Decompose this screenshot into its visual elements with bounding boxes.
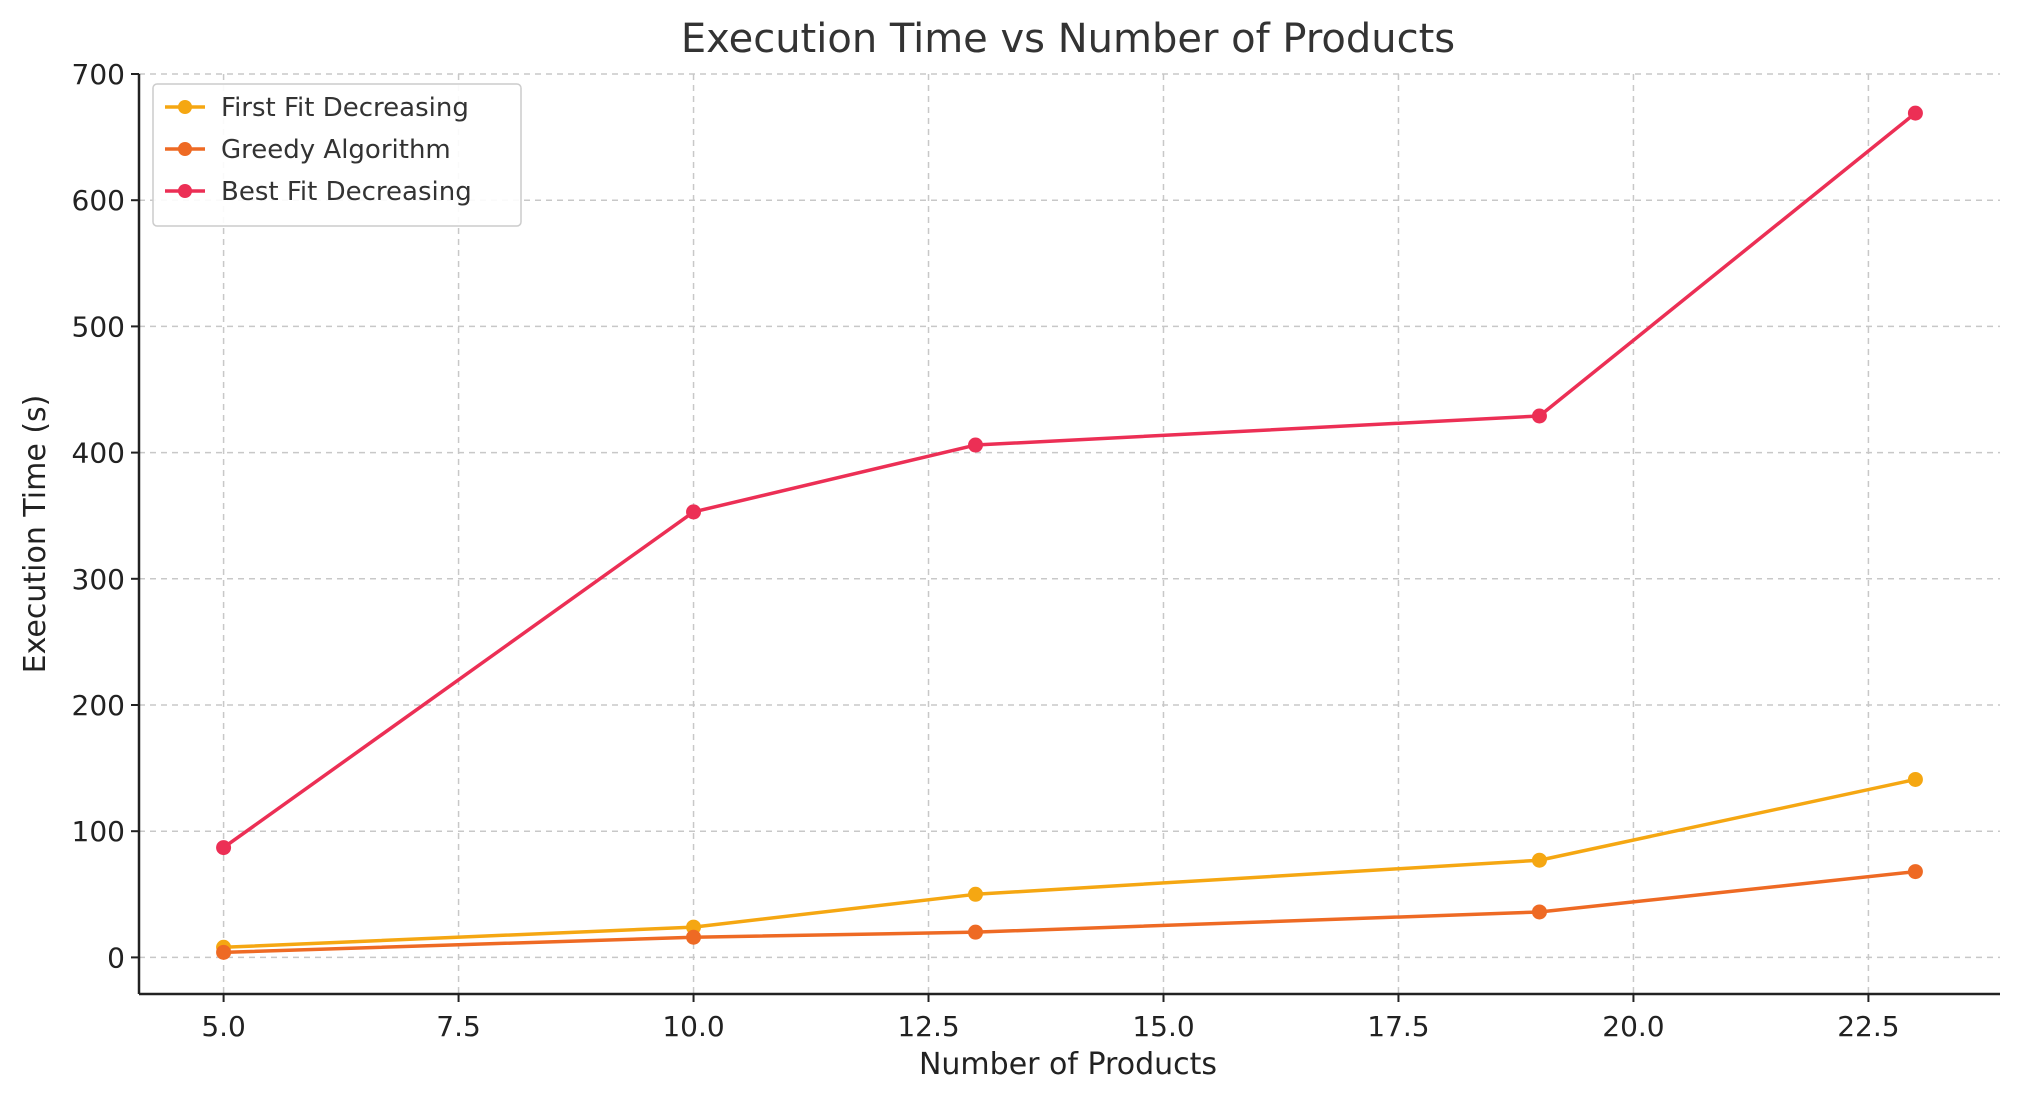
legend-box: [152, 83, 522, 227]
data-point: [968, 437, 984, 453]
data-point: [216, 944, 232, 960]
x-tick-label: 7.5: [436, 1010, 481, 1043]
data-point: [968, 886, 984, 902]
legend: First Fit Decreasing Greedy Algorithm Best…: [152, 83, 522, 227]
data-point: [1531, 904, 1547, 920]
legend-swatch-marker: [178, 142, 192, 156]
legend-swatch-marker: [178, 100, 192, 114]
x-tick-label: 10.0: [662, 1010, 724, 1043]
data-point: [968, 924, 984, 940]
legend-label: First Fit Decreasing: [221, 93, 469, 123]
data-point: [1531, 852, 1547, 868]
legend-item: First Fit Decreasing: [165, 93, 469, 123]
y-tick-label: 700: [72, 58, 125, 91]
series-group: [216, 105, 1923, 960]
x-tick-label: 12.5: [897, 1010, 959, 1043]
series-line: [223, 777, 1916, 950]
data-point: [686, 504, 702, 520]
legend-item: Greedy Algorithm: [165, 135, 451, 165]
y-axis-label: Execution Time (s): [18, 395, 53, 674]
series-line: [223, 869, 1916, 955]
series-2: [216, 105, 1923, 856]
x-tick-label: 22.5: [1837, 1010, 1899, 1043]
x-axis-label: Number of Products: [919, 1047, 1217, 1082]
y-tick-label: 600: [72, 184, 125, 217]
y-tick-label: 300: [72, 563, 125, 596]
y-tick-label: 400: [72, 437, 125, 470]
y-tick-label: 500: [72, 310, 125, 343]
data-point: [1907, 771, 1923, 787]
data-point: [1907, 864, 1923, 880]
x-tick-label: 5.0: [201, 1010, 246, 1043]
data-point: [686, 929, 702, 945]
legend-label: Best Fit Decreasing: [221, 177, 472, 207]
legend-swatch-marker: [178, 184, 192, 198]
chart-title: Execution Time vs Number of Products: [681, 16, 1455, 62]
y-tick-label: 100: [72, 815, 125, 848]
y-tick-label: 200: [72, 689, 125, 722]
y-ticks: 0 100 200 300 400 500 600 700: [72, 58, 139, 974]
series-1: [216, 864, 1923, 960]
x-tick-label: 15.0: [1132, 1010, 1194, 1043]
y-tick-label: 0: [107, 941, 125, 974]
x-ticks: 5.0 7.5 10.0 12.5 15.0 17.5 20.0 22.5: [201, 994, 1900, 1043]
legend-label: Greedy Algorithm: [221, 135, 451, 165]
data-point: [1531, 408, 1547, 424]
x-tick-label: 20.0: [1602, 1010, 1664, 1043]
x-tick-label: 17.5: [1367, 1010, 1429, 1043]
data-point: [1907, 105, 1923, 121]
legend-item: Best Fit Decreasing: [165, 177, 472, 207]
data-point: [216, 840, 232, 856]
axes: [137, 74, 2000, 996]
